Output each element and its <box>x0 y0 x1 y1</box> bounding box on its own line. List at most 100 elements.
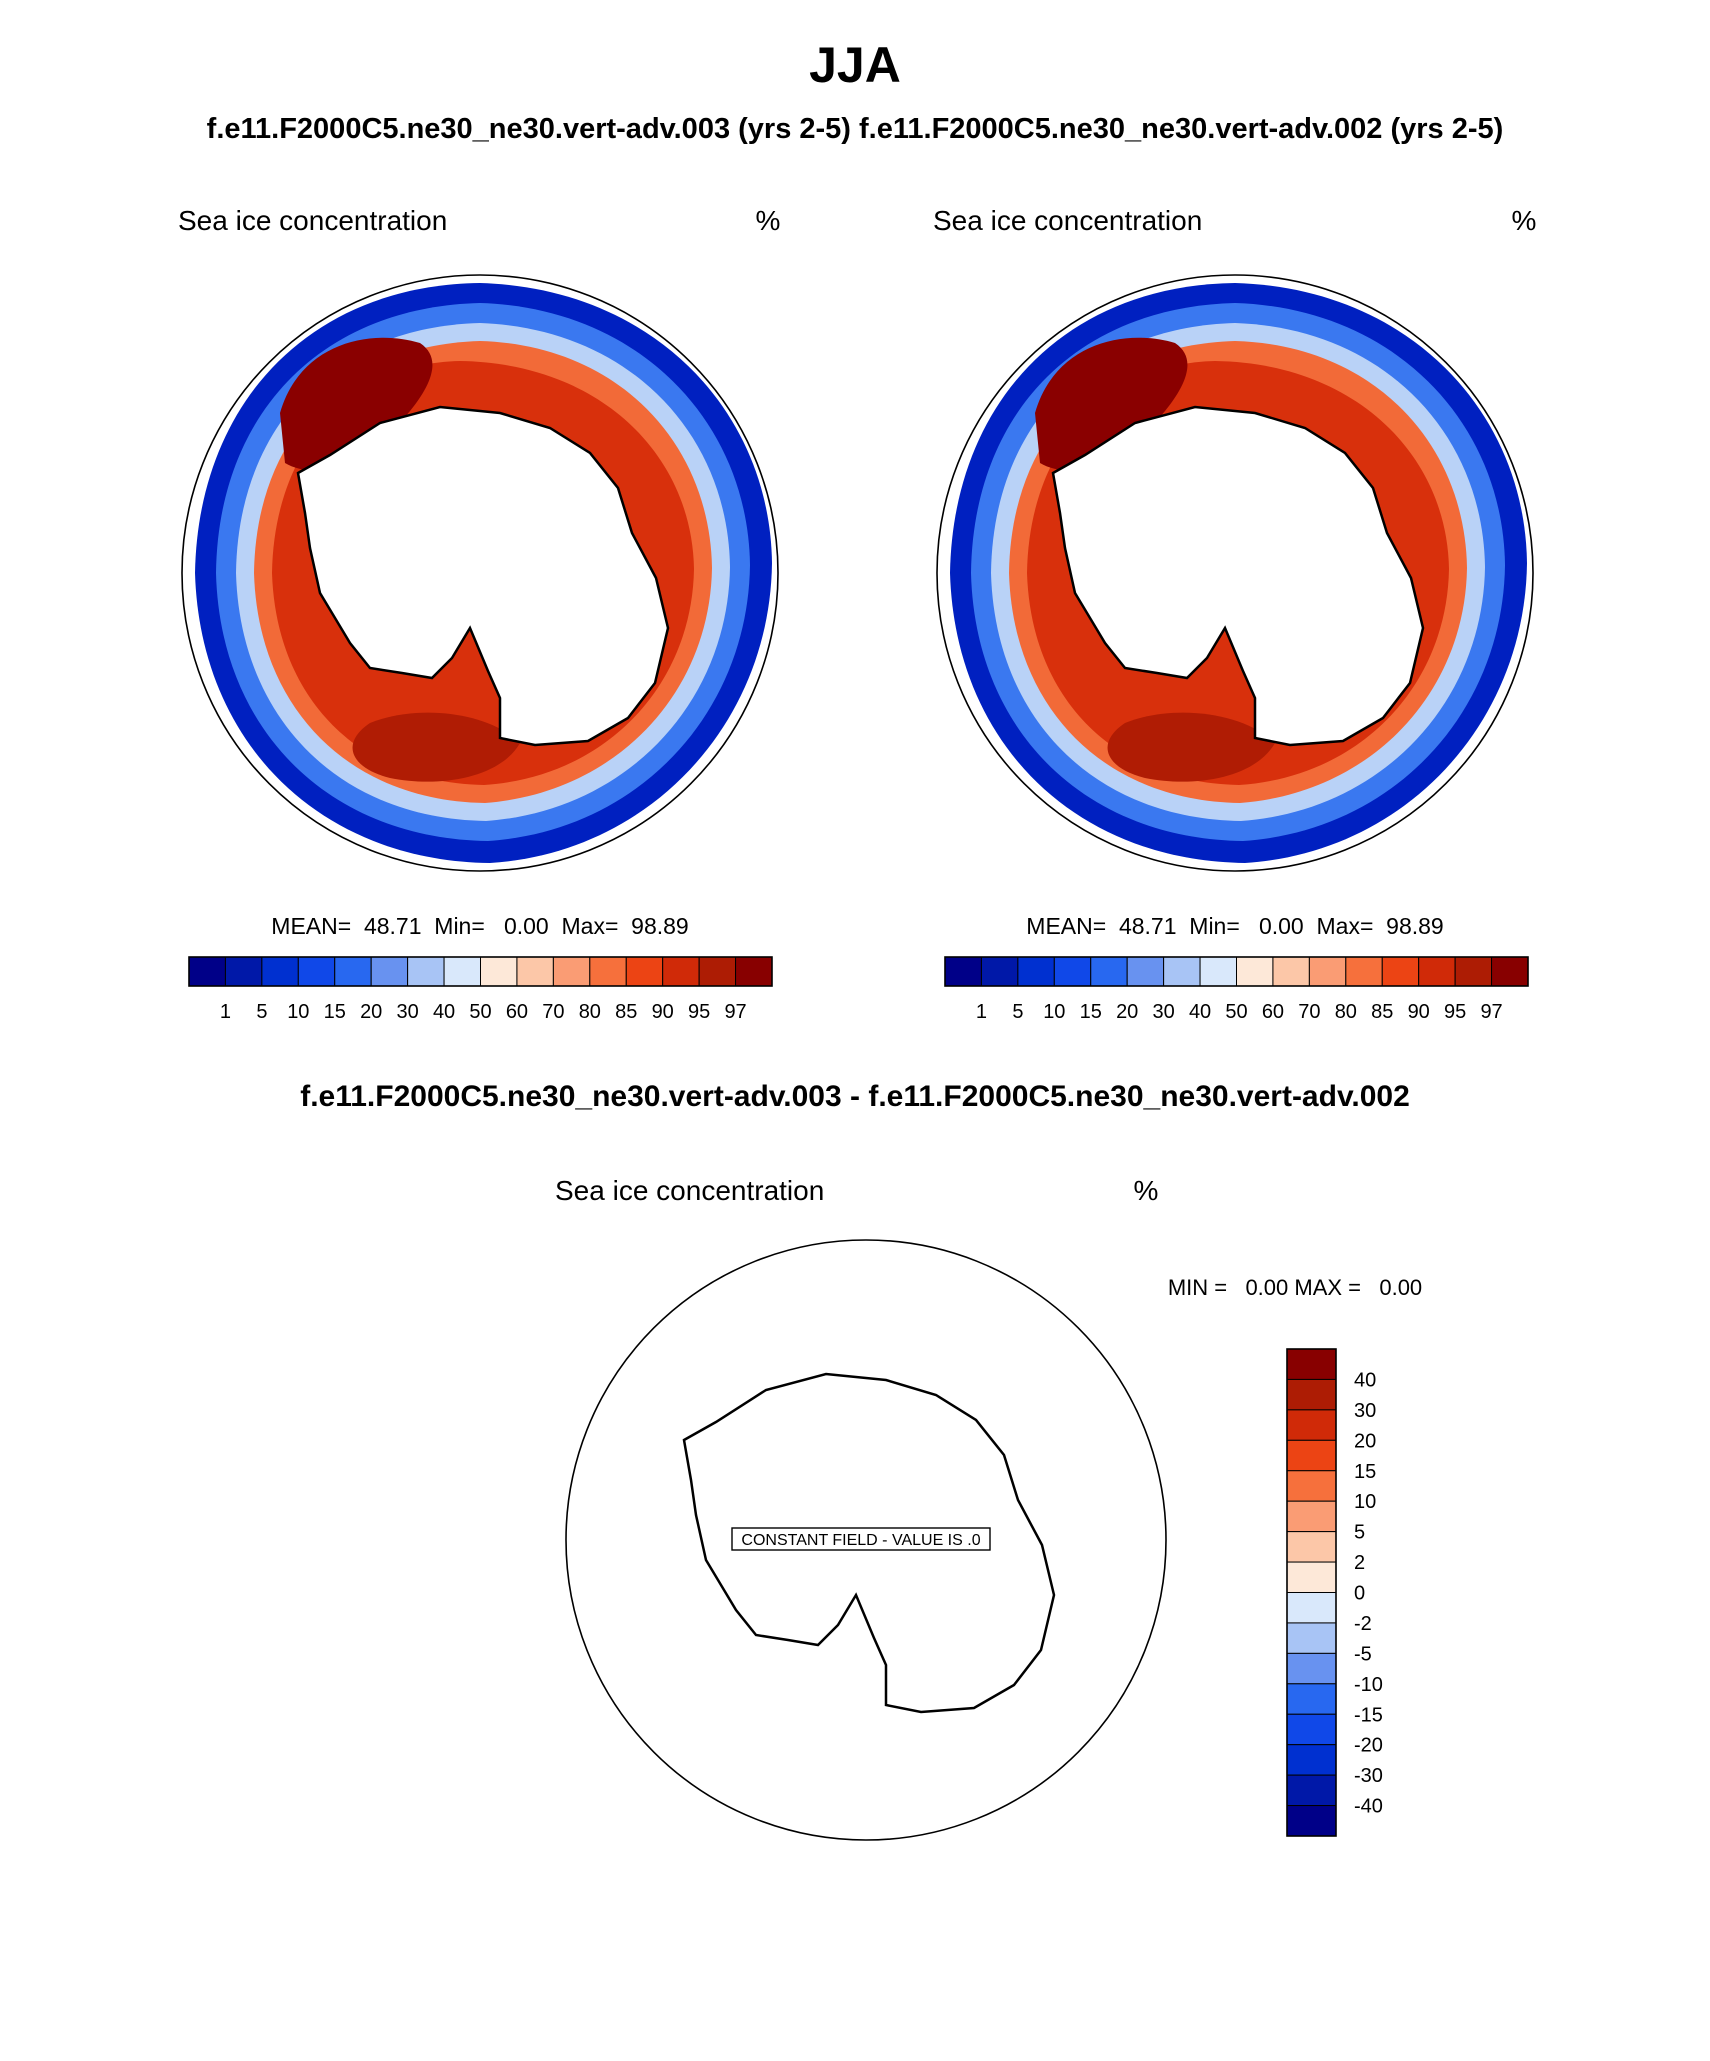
colorbar-tick-label: 20 <box>1116 1001 1138 1023</box>
colorbar-frame <box>188 956 773 987</box>
map-boundary-circle <box>936 274 1534 872</box>
colorbar-swatch <box>1286 1622 1337 1654</box>
colorbar-swatch <box>1418 956 1456 987</box>
colorbar-swatch <box>980 956 1019 987</box>
constant-field-box <box>731 1527 991 1551</box>
colorbar-swatch <box>1381 956 1420 987</box>
colorbar-swatch <box>1272 956 1310 987</box>
colorbar-tick-label: -40 <box>1354 1796 1383 1818</box>
panel-right-stats: MEAN= 48.71 Min= 0.00 Max= 98.89 <box>1026 913 1443 939</box>
colorbar-swatch <box>370 956 409 987</box>
colorbar-tick-label: 97 <box>1480 1001 1502 1023</box>
diff-stats: MIN = 0.00 MAX = 0.00 <box>1168 1275 1422 1300</box>
colorbar-swatch <box>261 956 299 987</box>
colorbar-swatch <box>589 956 627 987</box>
panel-left-colorbar: 1 5 10 15 20 30 40 50 60 70 80 85 90 95 97 <box>188 956 773 1023</box>
colorbar-tick-label: 40 <box>1354 1369 1376 1391</box>
panel-left-stats: MEAN= 48.71 Min= 0.00 Max= 98.89 <box>271 913 688 939</box>
colorbar-swatch <box>443 956 481 987</box>
figure-title: JJA <box>809 37 901 93</box>
colorbar-tick-label: 70 <box>542 1001 564 1023</box>
panel-left-map <box>181 274 779 872</box>
colorbar-swatch <box>552 956 591 987</box>
colorbar-swatch <box>1286 1378 1337 1411</box>
panel-right: Sea ice concentration % MEAN= 48.71 Min=… <box>933 205 1536 1023</box>
colorbar-swatch <box>1236 956 1274 987</box>
colorbar-swatch <box>188 956 226 987</box>
colorbar-tick-label: 5 <box>256 1001 267 1023</box>
sea-ice-core-ross <box>352 712 520 782</box>
panel-right-units: % <box>1512 205 1537 236</box>
colorbar-tick-label: 30 <box>1153 1001 1175 1023</box>
colorbar-swatch <box>1163 956 1201 987</box>
colorbar-swatch <box>297 956 336 987</box>
colorbar-tick-label: 30 <box>397 1001 419 1023</box>
colorbar-tick-label: 1 <box>976 1001 987 1023</box>
colorbar-tick-label: 97 <box>724 1001 746 1023</box>
colorbar-tick-label: 2 <box>1354 1552 1365 1574</box>
colorbar-tick-label: 0 <box>1354 1583 1365 1605</box>
colorbar-tick-label: 15 <box>1080 1001 1102 1023</box>
colorbar-tick-label: -15 <box>1354 1704 1383 1726</box>
panel-right-variable: Sea ice concentration <box>933 205 1202 236</box>
colorbar-tick-label: 60 <box>1262 1001 1284 1023</box>
colorbar-swatch <box>1345 956 1383 987</box>
constant-field-label: CONSTANT FIELD - VALUE IS .0 <box>741 1532 980 1549</box>
colorbar-tick-label: 90 <box>652 1001 674 1023</box>
colorbar-swatch <box>1199 956 1237 987</box>
diff-variable: Sea ice concentration <box>555 1175 824 1206</box>
colorbar-tick-label: 85 <box>615 1001 637 1023</box>
colorbar-swatch <box>1308 956 1347 987</box>
colorbar-tick-label: 40 <box>1189 1001 1211 1023</box>
colorbar-tick-label: -20 <box>1354 1735 1383 1757</box>
colorbar-tick-label: 5 <box>1012 1001 1023 1023</box>
colorbar-tick-label: 80 <box>1335 1001 1357 1023</box>
colorbar-swatch <box>1286 1500 1337 1533</box>
colorbar-tick-label: 50 <box>1225 1001 1247 1023</box>
colorbar-swatch <box>1286 1592 1337 1624</box>
colorbar-swatch <box>1491 956 1529 987</box>
colorbar-swatch <box>1286 1531 1337 1563</box>
colorbar-swatch <box>662 956 700 987</box>
colorbar-tick-label: 5 <box>1354 1522 1365 1544</box>
colorbar-tick-label: -30 <box>1354 1765 1383 1787</box>
sea-ice-core-weddell <box>1035 337 1188 471</box>
colorbar-swatch <box>1126 956 1165 987</box>
colorbar-swatch <box>1286 1774 1337 1807</box>
diff-title: f.e11.F2000C5.ne30_ne30.vert-adv.003 - f… <box>300 1080 1410 1113</box>
panel-diff: f.e11.F2000C5.ne30_ne30.vert-adv.003 - f… <box>300 1080 1422 1841</box>
colorbar-swatch <box>1286 1713 1337 1746</box>
diff-map: CONSTANT FIELD - VALUE IS .0 <box>565 1239 1167 1841</box>
colorbar-tick-label: -10 <box>1354 1674 1383 1696</box>
colorbar-swatch <box>1454 956 1493 987</box>
colorbar-tick-label: 15 <box>324 1001 346 1023</box>
colorbar-swatch <box>735 956 773 987</box>
colorbar-swatch <box>516 956 554 987</box>
colorbar-swatch <box>1286 1652 1337 1685</box>
colorbar-tick-label: 95 <box>1444 1001 1466 1023</box>
colorbar-tick-label: 80 <box>579 1001 601 1023</box>
colorbar-tick-label: 10 <box>1354 1491 1376 1513</box>
colorbar-tick-label: 1 <box>220 1001 231 1023</box>
colorbar-swatch <box>1286 1805 1337 1837</box>
colorbar-swatch <box>1286 1348 1337 1380</box>
colorbar-swatch <box>1286 1439 1337 1472</box>
colorbar-swatch <box>407 956 445 987</box>
colorbar-tick-label: 15 <box>1354 1461 1376 1483</box>
colorbar-swatch <box>334 956 372 987</box>
colorbar-swatch <box>1017 956 1055 987</box>
colorbar-tick-label: 30 <box>1354 1400 1376 1422</box>
panel-left-units: % <box>756 205 781 236</box>
colorbar-tick-label: 10 <box>1043 1001 1065 1023</box>
sea-ice-core-ross <box>1107 712 1275 782</box>
panel-left-variable: Sea ice concentration <box>178 205 447 236</box>
colorbar-tick-label: -5 <box>1354 1643 1372 1665</box>
figure-subtitle: f.e11.F2000C5.ne30_ne30.vert-adv.003 (yr… <box>207 113 1504 145</box>
panel-right-colorbar: 1 5 10 15 20 30 40 50 60 70 80 85 90 95 97 <box>944 956 1529 1023</box>
panel-left: Sea ice concentration % MEAN= 48.71 Min=… <box>178 205 780 1023</box>
diff-units: % <box>1134 1175 1159 1206</box>
colorbar-swatch <box>1053 956 1092 987</box>
colorbar-frame <box>944 956 1529 987</box>
